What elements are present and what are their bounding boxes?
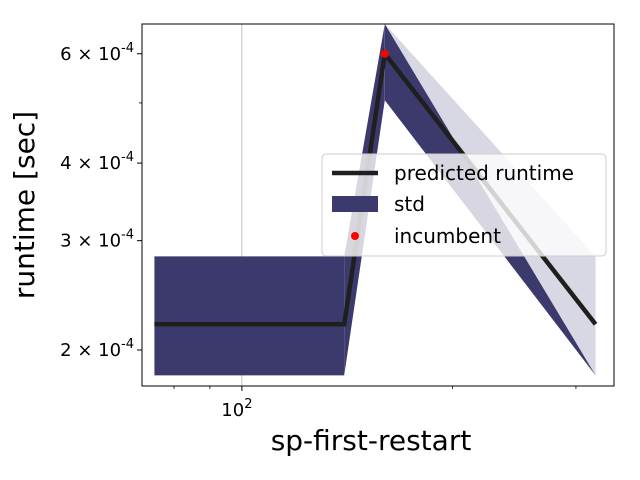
x-axis-label: sp-first-restart	[271, 424, 472, 457]
x-tick-label: 102	[221, 397, 252, 421]
y-tick-label: 3 × 10-4	[60, 228, 134, 252]
incumbent-point	[380, 49, 389, 58]
legend-swatch-std	[332, 196, 378, 212]
y-tick-label: 4 × 10-4	[60, 150, 134, 174]
legend: predicted runtime std incumbent	[321, 153, 607, 257]
y-axis-label: runtime [sec]	[8, 111, 41, 299]
plot-frame	[141, 23, 615, 387]
std-band-segment	[154, 256, 345, 376]
legend-label: predicted runtime	[394, 161, 574, 185]
legend-box	[321, 153, 607, 257]
axes: 102 2 × 10-4 3 × 10-4 4 × 10-4 6 × 10-4 sp-fi…	[8, 23, 615, 457]
y-tick-label: 2 × 10-4	[60, 337, 134, 361]
legend-label: incumbent	[394, 224, 501, 248]
legend-label: std	[394, 192, 425, 216]
y-tick-label: 6 × 10-4	[60, 41, 134, 65]
legend-swatch-incumbent	[351, 232, 359, 240]
